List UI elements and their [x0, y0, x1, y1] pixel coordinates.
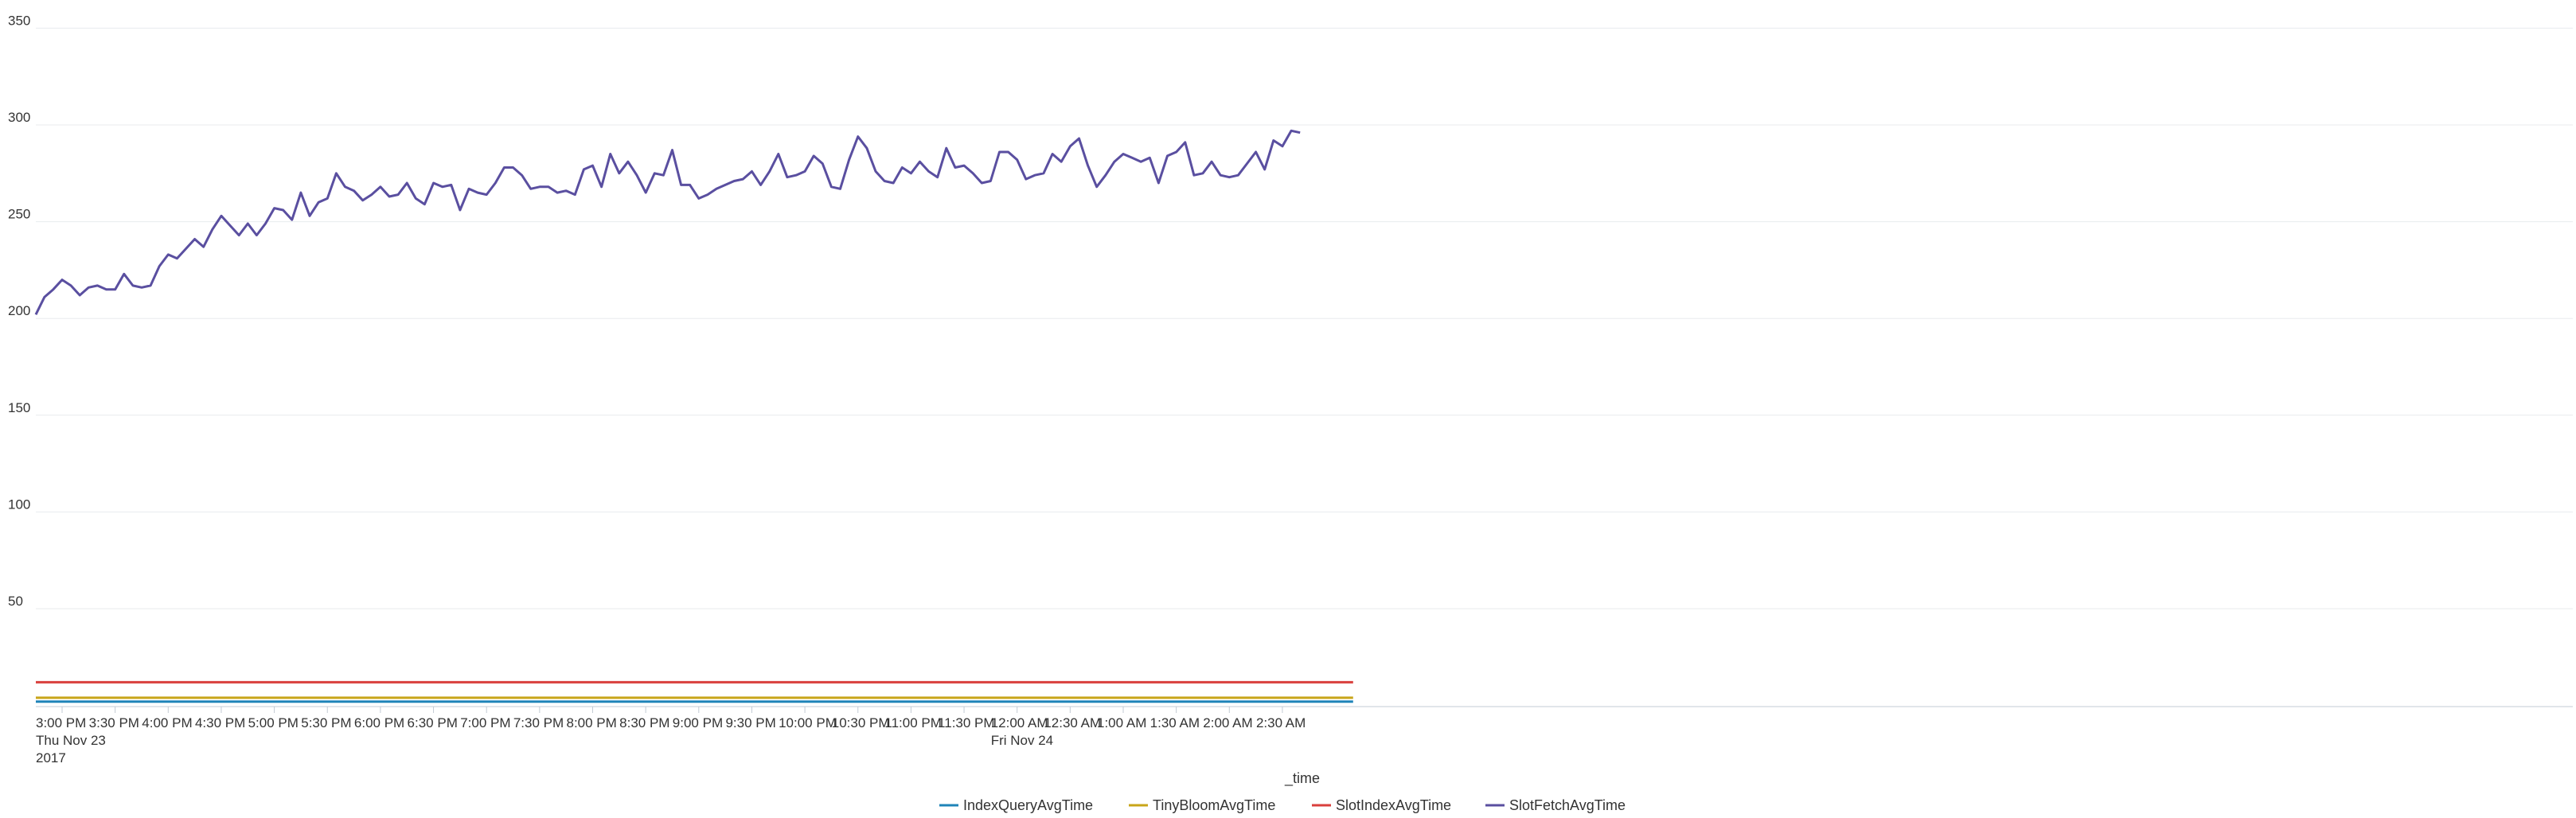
x-tick-label: 1:30 AM: [1150, 715, 1200, 730]
x-tick-label: 2:30 AM: [1256, 715, 1306, 730]
legend: IndexQueryAvgTime TinyBloomAvgTime SlotInd…: [939, 797, 1626, 813]
series-line-SlotFetchAvgTime: [34, 129, 1301, 315]
x-tick-label: 2:00 AM: [1203, 715, 1252, 730]
x-tick-label: 5:00 PM: [248, 715, 299, 730]
x-tick-label: 11:00 PM: [884, 715, 942, 730]
x-tick-label: 6:30 PM: [408, 715, 458, 730]
series-lines: [34, 129, 1353, 703]
y-axis-ticks: 350 300 250 200 150 100 50: [8, 13, 30, 609]
x-tick-label: 5:30 PM: [301, 715, 351, 730]
x-tick-label: 3:30 PM: [89, 715, 139, 730]
x-tick-label: 1:00 AM: [1097, 715, 1146, 730]
x-tick-label: 7:30 PM: [513, 715, 564, 730]
y-tick-label: 200: [8, 303, 30, 318]
x-tick-label: 7:00 PM: [460, 715, 510, 730]
y-tick-label: 300: [8, 110, 30, 125]
x-tick-label: 8:30 PM: [619, 715, 669, 730]
legend-item-label: TinyBloomAvgTime: [1153, 797, 1275, 813]
y-tick-label: 50: [8, 594, 23, 609]
x-tick-label: 12:30 AM: [1044, 715, 1101, 730]
x-tick-label: 4:00 PM: [142, 715, 192, 730]
legend-item-label: SlotFetchAvgTime: [1509, 797, 1626, 813]
legend-item-label: SlotIndexAvgTime: [1336, 797, 1451, 813]
x-tick-label: 11:30 PM: [938, 715, 995, 730]
x-tick-label: 9:30 PM: [725, 715, 775, 730]
gridlines: [36, 27, 2573, 610]
x-tick-label: 12:00 AM: [991, 715, 1048, 730]
x-tick-label: 9:00 PM: [673, 715, 723, 730]
y-tick-label: 350: [8, 13, 30, 28]
x-tick-date-label: Fri Nov 24: [991, 733, 1053, 748]
x-tick-label: 8:00 PM: [567, 715, 617, 730]
x-tick-label: 10:00 PM: [779, 715, 837, 730]
x-axis-ticks: 3:00 PM Thu Nov 23 2017 3:30 PM 4:00 PM 4:30 …: [36, 707, 1306, 765]
y-tick-label: 150: [8, 400, 30, 415]
x-tick-label: 3:00 PM: [36, 715, 86, 730]
x-tick-label: 10:30 PM: [832, 715, 890, 730]
x-axis-title: _time: [1284, 770, 1320, 787]
x-tick-year-label: 2017: [36, 750, 66, 765]
x-tick-label: 6:00 PM: [354, 715, 404, 730]
x-tick-label: 4:30 PM: [195, 715, 245, 730]
legend-item-label: IndexQueryAvgTime: [963, 797, 1093, 813]
x-tick-date-label: Thu Nov 23: [36, 733, 106, 748]
y-tick-label: 100: [8, 497, 30, 512]
y-tick-label: 250: [8, 207, 30, 222]
